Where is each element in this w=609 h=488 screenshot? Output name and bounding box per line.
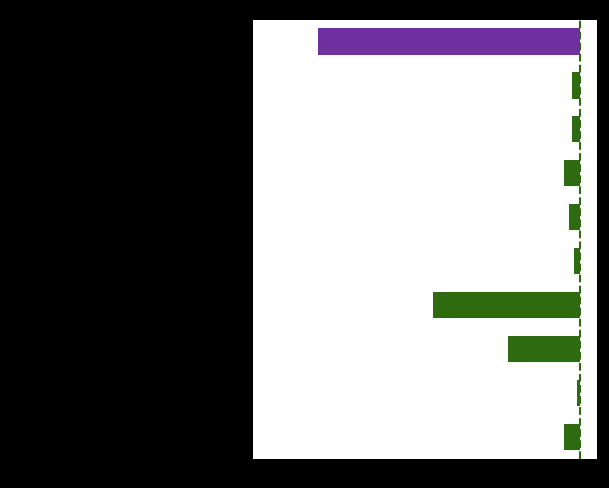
Bar: [569, 204, 580, 230]
Bar: [564, 424, 580, 450]
Bar: [574, 248, 580, 274]
Bar: [509, 336, 580, 362]
Bar: [577, 380, 580, 406]
Bar: [572, 72, 580, 99]
Bar: [572, 116, 580, 142]
Bar: [564, 160, 580, 186]
Bar: [319, 28, 580, 55]
Bar: [433, 292, 580, 318]
